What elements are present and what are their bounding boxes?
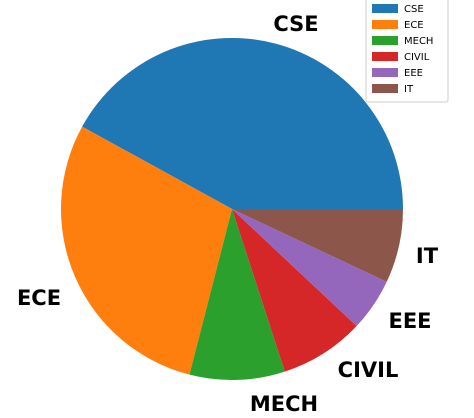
legend-swatch-civil bbox=[372, 52, 398, 61]
legend-swatch-mech bbox=[372, 36, 398, 45]
legend-swatch-ece bbox=[372, 20, 398, 29]
legend: CSE ECE MECH CIVIL EEE IT bbox=[365, 0, 449, 103]
legend-label-it: IT bbox=[404, 84, 414, 95]
slice-label-it: IT bbox=[416, 244, 439, 268]
slice-label-eee: EEE bbox=[388, 309, 431, 333]
legend-items: CSE ECE MECH CIVIL EEE IT bbox=[372, 4, 433, 95]
legend-swatch-it bbox=[372, 84, 398, 93]
legend-swatch-cse bbox=[372, 4, 398, 13]
slice-label-mech: MECH bbox=[250, 392, 318, 416]
pie-slice-mech bbox=[189, 209, 285, 381]
pie-slice-cse bbox=[82, 37, 404, 210]
pie-slice-civil bbox=[232, 209, 357, 372]
legend-label-mech: MECH bbox=[404, 36, 433, 47]
slice-label-ece: ECE bbox=[17, 286, 61, 310]
pie-slices bbox=[60, 37, 404, 381]
pie-slice-ece bbox=[60, 126, 233, 375]
legend-label-eee: EEE bbox=[404, 68, 423, 79]
pie-labels: CSE ECE MECH CIVIL EEE IT bbox=[17, 12, 439, 416]
slice-label-cse: CSE bbox=[273, 12, 318, 36]
pie-slice-it bbox=[232, 209, 403, 282]
legend-label-ece: ECE bbox=[404, 20, 424, 31]
legend-label-civil: CIVIL bbox=[404, 52, 430, 63]
pie-slice-eee bbox=[232, 209, 387, 327]
legend-label-cse: CSE bbox=[404, 4, 424, 15]
slice-label-civil: CIVIL bbox=[338, 358, 399, 382]
legend-swatch-eee bbox=[372, 68, 398, 77]
